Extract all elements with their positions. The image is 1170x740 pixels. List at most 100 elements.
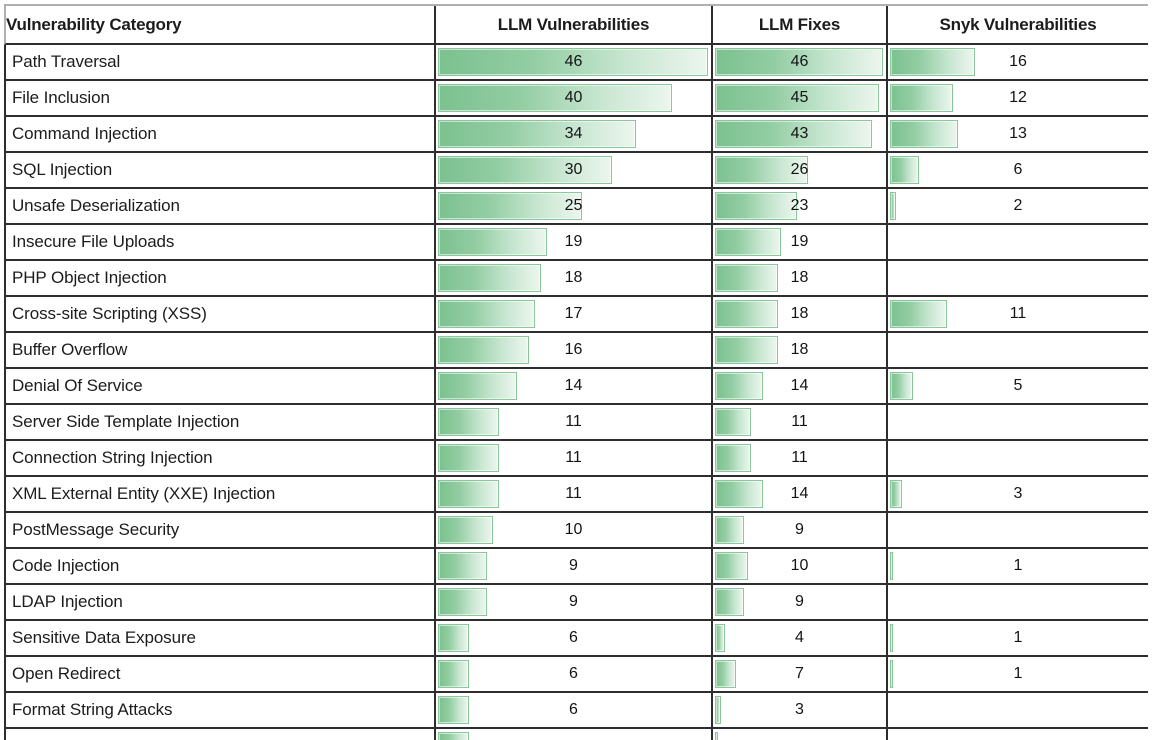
category-cell[interactable]: Connection String Injection [6, 441, 436, 475]
category-cell[interactable]: Command Injection [6, 117, 436, 151]
category-cell[interactable]: LDAP Injection [6, 585, 436, 619]
llm-vulnerabilities-cell[interactable]: 6 [436, 693, 713, 727]
llm-fixes-cell[interactable]: 14 [713, 477, 888, 511]
llm-vulnerabilities-cell[interactable]: 11 [436, 441, 713, 475]
snyk-vulnerabilities-cell[interactable] [888, 261, 1148, 295]
llm-fixes-cell[interactable]: 9 [713, 513, 888, 547]
llm-vulnerabilities-cell[interactable]: 10 [436, 513, 713, 547]
snyk-vulnerabilities-cell[interactable] [888, 729, 1148, 740]
llm-fixes-cell[interactable]: 11 [713, 405, 888, 439]
llm-fixes-cell[interactable]: 14 [713, 369, 888, 403]
llm-fixes-value: 45 [790, 89, 809, 106]
category-cell[interactable]: PostMessage Security [6, 513, 436, 547]
category-cell[interactable]: Unsafe Deserialization [6, 189, 436, 223]
llm-vulnerabilities-data-bar [438, 444, 499, 472]
llm-vulnerabilities-cell[interactable]: 16 [436, 333, 713, 367]
llm-fixes-cell[interactable]: 46 [713, 45, 888, 79]
llm-vulnerabilities-cell[interactable]: 18 [436, 261, 713, 295]
llm-fixes-value: 14 [790, 377, 809, 394]
llm-vulnerabilities-cell[interactable]: 14 [436, 369, 713, 403]
category-cell[interactable]: SQL Injection [6, 153, 436, 187]
snyk-vulnerabilities-cell[interactable]: 1 [888, 621, 1148, 655]
llm-fixes-cell[interactable]: 43 [713, 117, 888, 151]
category-cell[interactable]: Sensitive Data Exposure [6, 621, 436, 655]
llm-fixes-cell[interactable]: 18 [713, 333, 888, 367]
category-cell[interactable]: Path Traversal [6, 45, 436, 79]
llm-fixes-cell[interactable]: 18 [713, 261, 888, 295]
snyk-vulnerabilities-cell[interactable]: 13 [888, 117, 1148, 151]
llm-vulnerabilities-cell[interactable]: 6 [436, 621, 713, 655]
llm-vulnerabilities-data-bar [438, 372, 517, 400]
llm-vulnerabilities-cell[interactable]: 11 [436, 477, 713, 511]
llm-fixes-cell[interactable]: 19 [713, 225, 888, 259]
llm-vulnerabilities-cell[interactable]: 46 [436, 45, 713, 79]
llm-vulnerabilities-cell[interactable]: 9 [436, 549, 713, 583]
category-cell[interactable]: Open Redirect [6, 657, 436, 691]
snyk-vulnerabilities-cell[interactable]: 16 [888, 45, 1148, 79]
snyk-vulnerabilities-cell[interactable] [888, 693, 1148, 727]
llm-fixes-cell[interactable]: 23 [713, 189, 888, 223]
llm-vulnerabilities-cell[interactable] [436, 729, 713, 740]
llm-vulnerabilities-cell[interactable]: 11 [436, 405, 713, 439]
snyk-vulnerabilities-cell[interactable] [888, 441, 1148, 475]
category-label: Command Injection [12, 124, 157, 143]
category-label: Unsafe Deserialization [12, 196, 180, 215]
llm-fixes-cell[interactable]: 9 [713, 585, 888, 619]
snyk-vulnerabilities-cell[interactable]: 2 [888, 189, 1148, 223]
column-header-llm-vulnerabilities[interactable]: LLM Vulnerabilities [436, 6, 713, 43]
category-cell[interactable] [6, 729, 436, 740]
llm-vulnerabilities-cell[interactable]: 34 [436, 117, 713, 151]
category-cell[interactable]: Server Side Template Injection [6, 405, 436, 439]
snyk-vulnerabilities-cell[interactable]: 5 [888, 369, 1148, 403]
snyk-vulnerabilities-cell[interactable]: 11 [888, 297, 1148, 331]
category-cell[interactable]: Cross-site Scripting (XSS) [6, 297, 436, 331]
llm-vulnerabilities-value: 11 [565, 413, 582, 430]
table-row: Sensitive Data Exposure 6 4 1 [4, 621, 1148, 657]
llm-vulnerabilities-cell[interactable]: 30 [436, 153, 713, 187]
column-header-category[interactable]: Vulnerability Category [6, 6, 436, 43]
category-cell[interactable]: Denial Of Service [6, 369, 436, 403]
category-cell[interactable]: File Inclusion [6, 81, 436, 115]
llm-fixes-cell[interactable] [713, 729, 888, 740]
llm-fixes-data-bar [715, 588, 744, 616]
llm-fixes-cell[interactable]: 45 [713, 81, 888, 115]
snyk-vulnerabilities-cell[interactable] [888, 225, 1148, 259]
llm-fixes-value: 7 [795, 665, 804, 682]
llm-fixes-cell[interactable]: 3 [713, 693, 888, 727]
llm-fixes-value [713, 729, 886, 740]
snyk-vulnerabilities-cell[interactable]: 3 [888, 477, 1148, 511]
llm-fixes-data-bar [715, 732, 718, 740]
snyk-vulnerabilities-value: 12 [1009, 89, 1027, 106]
category-cell[interactable]: PHP Object Injection [6, 261, 436, 295]
snyk-vulnerabilities-cell[interactable]: 12 [888, 81, 1148, 115]
llm-vulnerabilities-value: 11 [565, 449, 582, 466]
llm-fixes-data-bar [715, 624, 726, 652]
llm-vulnerabilities-cell[interactable]: 9 [436, 585, 713, 619]
llm-fixes-cell[interactable]: 4 [713, 621, 888, 655]
llm-fixes-cell[interactable]: 26 [713, 153, 888, 187]
llm-fixes-cell[interactable]: 11 [713, 441, 888, 475]
llm-vulnerabilities-cell[interactable]: 40 [436, 81, 713, 115]
llm-fixes-data-bar [715, 300, 778, 328]
llm-fixes-cell[interactable]: 7 [713, 657, 888, 691]
llm-vulnerabilities-cell[interactable]: 19 [436, 225, 713, 259]
column-header-llm-fixes[interactable]: LLM Fixes [713, 6, 888, 43]
category-cell[interactable]: XML External Entity (XXE) Injection [6, 477, 436, 511]
snyk-vulnerabilities-cell[interactable] [888, 585, 1148, 619]
category-cell[interactable]: Insecure File Uploads [6, 225, 436, 259]
llm-vulnerabilities-cell[interactable]: 6 [436, 657, 713, 691]
column-header-snyk-vulnerabilities[interactable]: Snyk Vulnerabilities [888, 6, 1148, 43]
llm-fixes-cell[interactable]: 18 [713, 297, 888, 331]
llm-vulnerabilities-cell[interactable]: 25 [436, 189, 713, 223]
snyk-vulnerabilities-cell[interactable] [888, 405, 1148, 439]
category-cell[interactable]: Code Injection [6, 549, 436, 583]
category-cell[interactable]: Buffer Overflow [6, 333, 436, 367]
llm-fixes-cell[interactable]: 10 [713, 549, 888, 583]
snyk-vulnerabilities-cell[interactable]: 1 [888, 657, 1148, 691]
snyk-vulnerabilities-cell[interactable] [888, 513, 1148, 547]
snyk-vulnerabilities-cell[interactable]: 6 [888, 153, 1148, 187]
snyk-vulnerabilities-cell[interactable] [888, 333, 1148, 367]
llm-vulnerabilities-cell[interactable]: 17 [436, 297, 713, 331]
snyk-vulnerabilities-cell[interactable]: 1 [888, 549, 1148, 583]
category-cell[interactable]: Format String Attacks [6, 693, 436, 727]
